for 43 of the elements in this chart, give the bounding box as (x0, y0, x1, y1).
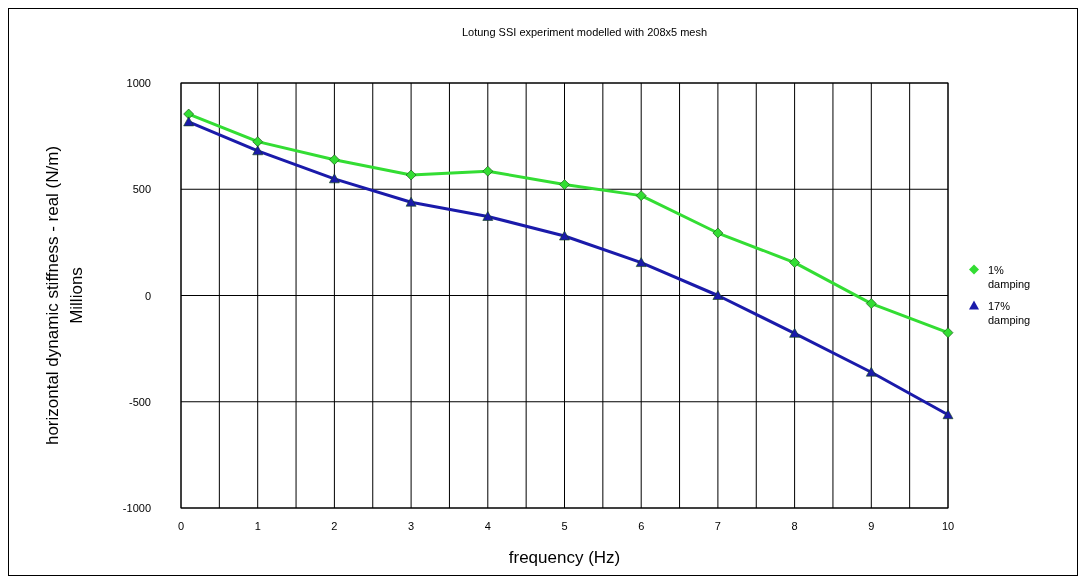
point (789, 257, 800, 268)
x-tick-label: 6 (638, 520, 645, 532)
x-tick-label: 10 (941, 520, 955, 532)
x-tick-label: 7 (714, 520, 721, 532)
point (183, 108, 194, 120)
point (866, 298, 877, 309)
point (482, 211, 494, 221)
point (252, 145, 263, 156)
x-axis-title: frequency (Hz) (508, 548, 621, 567)
point (712, 227, 724, 239)
point (183, 116, 194, 127)
point (252, 136, 263, 147)
x-tick-label: 1 (254, 520, 261, 532)
x-tick-label: 4 (484, 520, 491, 532)
y-axis-title: horizontal dynamic stiffness - real (N/m) Millions (43, 145, 86, 446)
x-tick-label: 8 (791, 520, 798, 532)
x-tick-label: 3 (408, 520, 415, 532)
legend-label: 17% damping (988, 299, 1031, 326)
point (329, 173, 340, 184)
point (712, 290, 724, 300)
point (789, 328, 800, 338)
point (559, 230, 570, 241)
point (635, 257, 647, 267)
point (942, 409, 954, 420)
point (405, 169, 417, 181)
point (329, 154, 340, 166)
point (482, 165, 494, 177)
legend-label: 1% damping (988, 263, 1031, 290)
y-tick-label: 0 (144, 289, 151, 302)
y-tick-label: 1000 (126, 77, 151, 89)
point (942, 327, 954, 338)
x-tick-label: 5 (561, 520, 568, 532)
point (559, 179, 570, 190)
point (635, 190, 647, 201)
chart-title: Lotung SSI experiment modelled with 208x5 mesh (461, 26, 708, 38)
x-tick-label: 9 (868, 520, 875, 532)
y-tick-label: -500 (128, 395, 151, 408)
point (405, 196, 417, 207)
x-tick-label: 2 (331, 520, 338, 532)
x-tick-label: 0 (177, 520, 185, 532)
y-tick-label: 500 (132, 183, 151, 196)
point (866, 366, 877, 377)
y-tick-label: -1000 (122, 502, 151, 514)
